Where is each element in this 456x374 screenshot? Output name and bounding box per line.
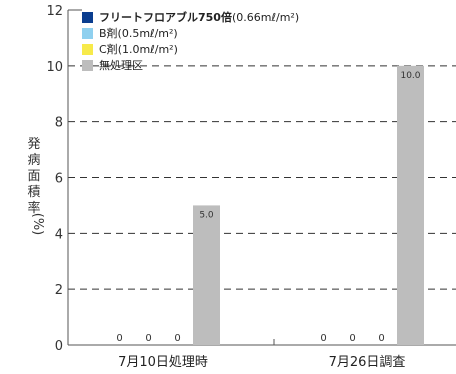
legend-series-name: 無処理区 [99,58,143,72]
x-category-label: 7月26日調査 [329,355,406,370]
bar-0-3 [193,205,220,345]
legend-swatch-0 [82,12,93,23]
data-label-0-0: 0 [116,333,122,344]
y-tick-label: 0 [55,339,63,354]
legend-series-name: フリートフロアブル750倍 [99,10,232,24]
y-axis-label-part: 発 [27,137,40,152]
bar-1-3 [397,65,424,345]
y-axis-label-part: 病 [27,153,40,168]
data-label-1-1: 0 [349,333,355,344]
y-axis-label-part: 率 [27,200,40,216]
y-tick-label: 4 [55,227,63,242]
legend-series-suffix: (0.66mℓ/m²) [232,11,299,24]
legend-series-name: B剤 [99,26,118,40]
y-axis-label-part: 面 [27,169,40,184]
legend-label-1: B剤(0.5mℓ/m²) [99,26,178,40]
legend-series-suffix: (0.5mℓ/m²) [118,27,178,40]
y-tick-label: 8 [55,116,63,131]
y-axis-label-part: 積 [27,185,40,200]
data-label-0-2: 0 [174,333,180,344]
x-category-label: 7月10日処理時 [118,355,208,370]
legend-series-name: C剤 [99,42,118,56]
data-label-0-3: 5.0 [199,210,214,220]
legend-swatch-2 [82,44,93,55]
y-axis-label-part: (%) [30,213,45,236]
legend-swatch-3 [82,60,93,71]
legend-label-0: フリートフロアブル750倍(0.66mℓ/m²) [99,10,299,24]
y-tick-label: 10 [46,60,63,75]
data-label-1-2: 0 [378,333,384,344]
legend-series-suffix: (1.0mℓ/m²) [118,43,178,56]
legend-swatch-1 [82,28,93,39]
legend-label-3: 無処理区 [99,58,143,72]
data-label-1-0: 0 [320,333,326,344]
y-tick-label: 6 [55,172,63,187]
data-label-1-3: 10.0 [400,71,420,81]
y-tick-label: 12 [46,4,63,19]
legend-label-2: C剤(1.0mℓ/m²) [99,42,178,56]
y-tick-label: 2 [55,283,63,298]
data-label-0-1: 0 [145,333,151,344]
